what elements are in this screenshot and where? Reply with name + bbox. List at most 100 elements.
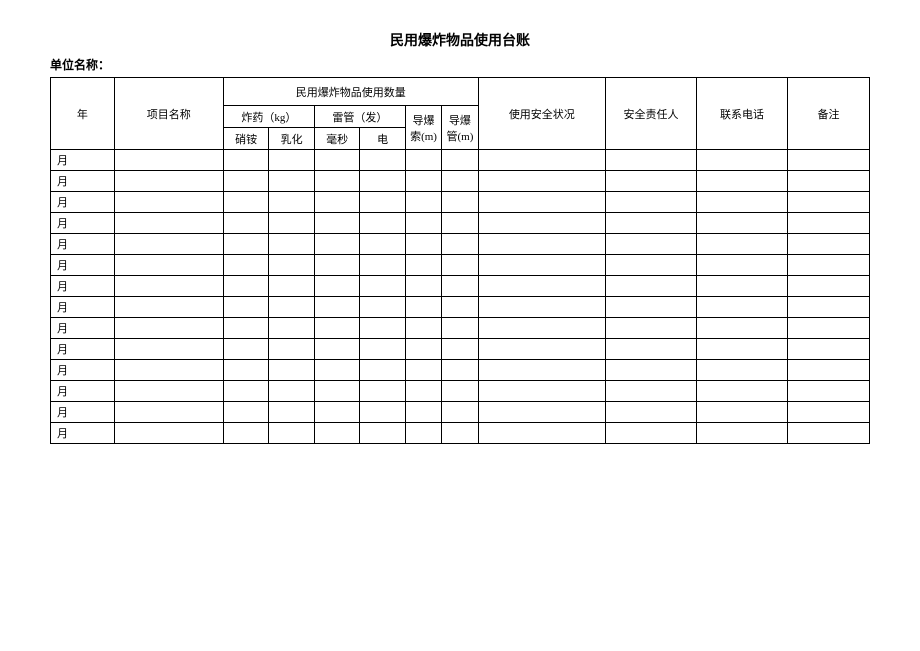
table-row: 月 [51, 276, 870, 297]
table-cell [223, 150, 268, 171]
table-cell [478, 150, 605, 171]
col-fuse: 导爆索(m) [405, 106, 441, 150]
col-safety-status: 使用安全状况 [478, 78, 605, 150]
table-cell [114, 360, 223, 381]
table-cell [478, 297, 605, 318]
table-cell [314, 171, 359, 192]
table-cell [697, 381, 788, 402]
table-cell [697, 318, 788, 339]
table-cell [478, 360, 605, 381]
table-cell [223, 192, 268, 213]
table-cell [405, 276, 441, 297]
table-cell [114, 318, 223, 339]
table-cell [114, 402, 223, 423]
table-cell [788, 297, 870, 318]
table-cell [788, 171, 870, 192]
table-cell [114, 423, 223, 444]
table-cell [269, 318, 314, 339]
table-cell [478, 213, 605, 234]
table-row: 月 [51, 339, 870, 360]
table-cell [606, 150, 697, 171]
table-cell [478, 318, 605, 339]
row-month-label: 月 [51, 255, 115, 276]
table-cell [478, 192, 605, 213]
table-cell [442, 234, 478, 255]
table-cell [314, 234, 359, 255]
table-cell [314, 423, 359, 444]
table-row: 月 [51, 360, 870, 381]
table-cell [788, 360, 870, 381]
table-cell [314, 381, 359, 402]
table-cell [442, 339, 478, 360]
table-cell [606, 402, 697, 423]
table-cell [360, 402, 405, 423]
table-cell [606, 192, 697, 213]
col-explosive: 炸药（kg） [223, 106, 314, 128]
row-month-label: 月 [51, 171, 115, 192]
row-month-label: 月 [51, 360, 115, 381]
table-cell [269, 150, 314, 171]
table-cell [478, 276, 605, 297]
table-cell [788, 423, 870, 444]
row-month-label: 月 [51, 276, 115, 297]
table-cell [360, 150, 405, 171]
table-cell [788, 318, 870, 339]
table-cell [405, 402, 441, 423]
col-project: 项目名称 [114, 78, 223, 150]
table-cell [697, 150, 788, 171]
table-cell [405, 297, 441, 318]
table-cell [314, 402, 359, 423]
table-cell [314, 213, 359, 234]
col-detonator: 雷管（发） [314, 106, 405, 128]
table-cell [405, 192, 441, 213]
col-ruhua: 乳化 [269, 128, 314, 150]
table-cell [788, 381, 870, 402]
table-body: 月月月月月月月月月月月月月月 [51, 150, 870, 444]
table-row: 月 [51, 150, 870, 171]
col-haomiao: 毫秒 [314, 128, 359, 150]
table-cell [360, 276, 405, 297]
table-cell [223, 297, 268, 318]
table-cell [269, 423, 314, 444]
table-cell [442, 360, 478, 381]
table-cell [405, 339, 441, 360]
col-safety-person: 安全责任人 [606, 78, 697, 150]
table-cell [360, 192, 405, 213]
table-cell [442, 297, 478, 318]
table-cell [223, 171, 268, 192]
table-cell [314, 150, 359, 171]
table-row: 月 [51, 234, 870, 255]
table-cell [314, 360, 359, 381]
table-cell [114, 381, 223, 402]
table-cell [697, 339, 788, 360]
table-cell [606, 171, 697, 192]
table-cell [314, 276, 359, 297]
row-month-label: 月 [51, 297, 115, 318]
table-cell [269, 297, 314, 318]
table-cell [697, 402, 788, 423]
row-month-label: 月 [51, 234, 115, 255]
table-row: 月 [51, 213, 870, 234]
table-cell [269, 234, 314, 255]
table-cell [223, 423, 268, 444]
table-cell [114, 213, 223, 234]
row-month-label: 月 [51, 150, 115, 171]
table-cell [269, 255, 314, 276]
table-cell [606, 318, 697, 339]
table-cell [405, 171, 441, 192]
table-cell [314, 297, 359, 318]
table-cell [442, 255, 478, 276]
table-cell [114, 234, 223, 255]
table-cell [606, 360, 697, 381]
table-row: 月 [51, 255, 870, 276]
col-year: 年 [51, 78, 115, 150]
table-cell [697, 276, 788, 297]
col-dian: 电 [360, 128, 405, 150]
table-cell [442, 171, 478, 192]
table-cell [114, 276, 223, 297]
table-cell [269, 171, 314, 192]
table-cell [478, 381, 605, 402]
table-cell [360, 339, 405, 360]
table-cell [478, 339, 605, 360]
row-month-label: 月 [51, 423, 115, 444]
